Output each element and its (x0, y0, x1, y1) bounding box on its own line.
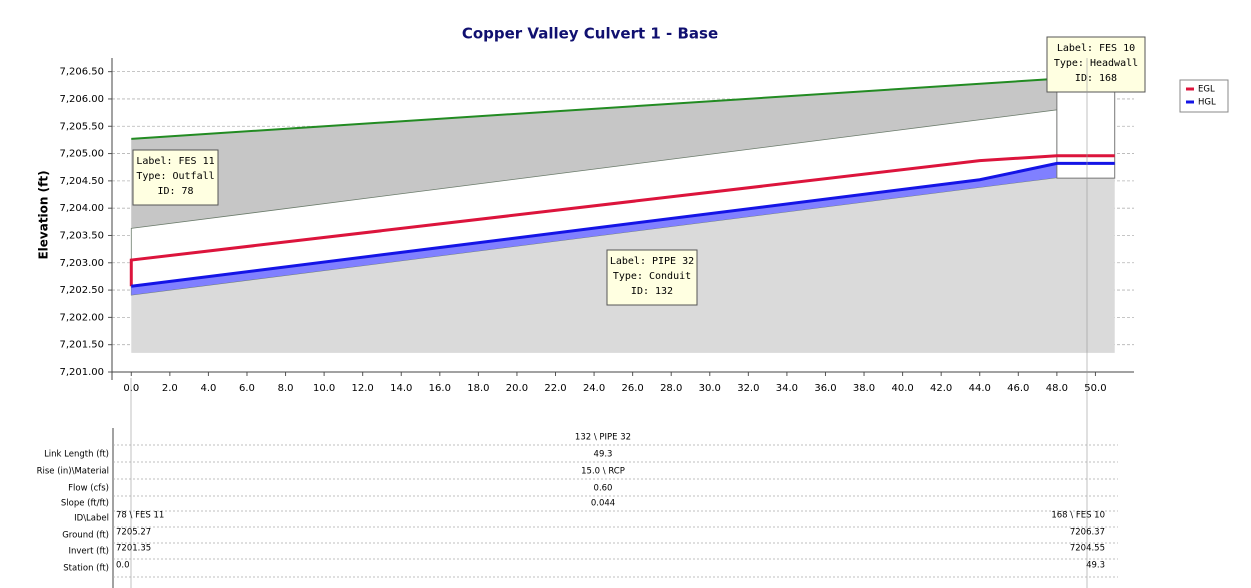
x-tick-label: 24.0 (583, 383, 605, 394)
callout-text: Type: Headwall (1054, 58, 1138, 69)
callout-text: ID: 78 (157, 186, 193, 197)
callout-box (1046, 36, 1146, 93)
callout-text: Type: Conduit (613, 271, 691, 282)
link-value: 0.60 (594, 484, 613, 494)
y-tick-label: 7,204.50 (59, 176, 104, 187)
callout-text: Type: Outfall (136, 171, 214, 182)
row-label: Slope (ft/ft) (61, 499, 109, 509)
chart-title: Copper Valley Culvert 1 - Base (462, 25, 718, 43)
y-axis-label: Elevation (ft) (37, 170, 51, 259)
x-tick-label: 10.0 (313, 383, 335, 394)
y-tick-label: 7,203.50 (59, 230, 104, 241)
x-tick-label: 18.0 (467, 383, 489, 394)
x-tick-label: 2.0 (162, 383, 178, 394)
row-label: Rise (in)\Material (37, 467, 109, 477)
node-value: 78 \ FES 11 (116, 511, 164, 521)
row-label: Invert (ft) (69, 547, 110, 557)
callout-text: Label: FES 10 (1057, 43, 1135, 54)
overlay: EGL HGL Label: FES 11 Type: Outfall ID: 78 La… (132, 36, 1229, 306)
x-tick-label: 50.0 (1084, 383, 1106, 394)
water-fill (131, 163, 1115, 296)
y-tick-label: 7,202.50 (59, 285, 104, 296)
x-tick-label: 14.0 (390, 383, 412, 394)
x-tick-label: 6.0 (239, 383, 255, 394)
series-line (131, 161, 1115, 288)
y-tick-label: 7,202.00 (59, 312, 104, 323)
x-tick-label: 30.0 (699, 383, 721, 394)
link-value: 49.3 (594, 450, 613, 460)
node-value: 0.0 (116, 561, 130, 571)
legend-box (1179, 79, 1229, 113)
link-value: 0.044 (591, 499, 615, 509)
y-tick-label: 7,206.00 (59, 94, 104, 105)
node-value: 7206.37 (1070, 528, 1105, 538)
y-tick-label: 7,205.50 (59, 121, 104, 132)
row-label: Station (ft) (63, 564, 109, 574)
callout-text: ID: 132 (631, 286, 673, 297)
link-value: 15.0 \ RCP (581, 467, 625, 477)
soil-fill (131, 78, 1057, 229)
x-tick-label: 44.0 (969, 383, 991, 394)
x-tick-label: 46.0 (1007, 383, 1029, 394)
callout-text: ID: 168 (1075, 73, 1117, 84)
row-label: Link Length (ft) (44, 450, 109, 460)
node-value: 49.3 (1086, 561, 1105, 571)
plot-area: 7,201.00 7,201.50 7,202.00 7,202.50 7,203.00… (59, 58, 1134, 394)
x-tick-label: 12.0 (352, 383, 374, 394)
callout-box (132, 149, 219, 206)
y-tick-label: 7,206.50 (59, 67, 104, 78)
y-tick-label: 7,204.00 (59, 203, 104, 214)
row-label: Flow (cfs) (68, 484, 109, 494)
x-tick-label: 22.0 (544, 383, 566, 394)
series-line (129, 154, 1115, 287)
link-header: 132 \ PIPE 32 (575, 433, 631, 443)
y-tick-label: 7,205.00 (59, 149, 104, 160)
structure-box (1056, 78, 1116, 179)
callout-text: Label: FES 11 (136, 156, 214, 167)
legend-label: HGL (1198, 98, 1216, 108)
node-value: 7204.55 (1070, 544, 1105, 554)
legend-label: EGL (1198, 85, 1215, 95)
x-tick-label: 42.0 (930, 383, 952, 394)
x-tick-label: 32.0 (737, 383, 759, 394)
profile-table: Link Length (ft) Rise (in)\Material Flow (… (37, 58, 1118, 588)
x-tick-label: 16.0 (429, 383, 451, 394)
node-value: 168 \ FES 10 (1051, 511, 1105, 521)
y-tick-label: 7,203.00 (59, 258, 104, 269)
ground-line (131, 77, 1057, 140)
row-label: Ground (ft) (62, 531, 109, 541)
x-tick-label: 28.0 (660, 383, 682, 394)
x-tick-label: 4.0 (200, 383, 216, 394)
x-tick-label: 8.0 (278, 383, 294, 394)
x-tick-label: 26.0 (622, 383, 644, 394)
node-value: 7205.27 (116, 528, 151, 538)
row-label: ID\Label (74, 514, 109, 524)
x-tick-label: 20.0 (506, 383, 528, 394)
x-tick-label: 40.0 (891, 383, 913, 394)
x-tick-label: 48.0 (1046, 383, 1068, 394)
x-tick-label: 36.0 (814, 383, 836, 394)
callout-box (606, 249, 698, 306)
callout-text: Label: PIPE 32 (610, 256, 694, 267)
node-value: 7201.35 (116, 544, 151, 554)
y-tick-label: 7,201.00 (59, 367, 104, 378)
x-tick-label: 34.0 (776, 383, 798, 394)
x-tick-label: 38.0 (853, 383, 875, 394)
y-tick-label: 7,201.50 (59, 340, 104, 351)
